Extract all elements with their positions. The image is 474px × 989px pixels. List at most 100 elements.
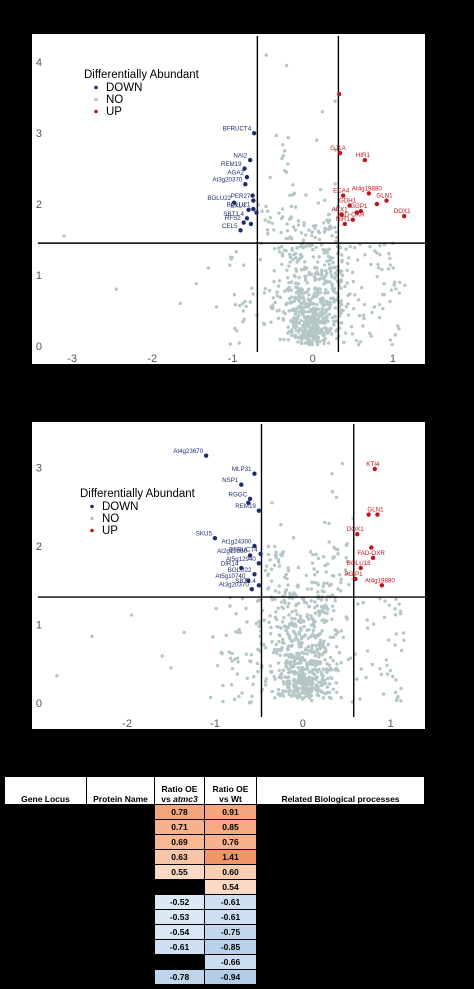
- no-point: [303, 648, 308, 652]
- no-point: [356, 602, 360, 606]
- legend-entry: NO: [102, 513, 119, 525]
- no-point: [317, 642, 321, 647]
- no-point: [263, 218, 267, 222]
- no-point: [338, 246, 343, 250]
- no-point: [294, 636, 299, 640]
- no-point: [320, 652, 324, 657]
- no-point: [331, 266, 336, 270]
- no-point: [345, 261, 350, 266]
- no-point: [206, 266, 211, 270]
- no-point: [283, 653, 287, 657]
- no-point: [278, 295, 283, 300]
- no-point: [271, 296, 275, 300]
- no-point: [317, 655, 321, 659]
- no-point: [296, 638, 300, 642]
- no-point: [264, 646, 268, 650]
- legend-marker: [90, 528, 94, 533]
- down-point: [246, 207, 251, 212]
- no-point: [387, 252, 391, 256]
- no-point: [333, 598, 337, 603]
- down-point-label: At5g12940: [226, 556, 256, 563]
- down-point-label: BGLU22: [207, 195, 231, 202]
- no-point: [394, 632, 399, 636]
- no-point: [365, 618, 369, 622]
- no-point: [393, 643, 397, 647]
- cell-ratio-wt: -0.61: [204, 909, 257, 925]
- no-point: [240, 301, 245, 306]
- no-point: [315, 270, 319, 274]
- no-point: [331, 261, 335, 265]
- no-point: [270, 689, 274, 694]
- table-row: 0.63 1.41: [4, 849, 425, 865]
- no-point: [275, 651, 279, 655]
- no-point: [386, 267, 391, 271]
- no-point: [286, 338, 291, 342]
- up-point: [355, 532, 360, 537]
- cell-protein-name: [86, 894, 155, 910]
- down-point-label: BFRUCT4: [229, 546, 258, 553]
- no-point: [310, 646, 314, 650]
- no-point: [289, 215, 293, 219]
- no-point: [274, 550, 278, 554]
- no-point: [265, 209, 270, 213]
- no-point: [334, 230, 338, 234]
- no-point: [305, 316, 309, 320]
- no-point: [294, 633, 298, 637]
- no-point: [316, 260, 320, 264]
- no-point: [283, 289, 287, 293]
- up-point: [372, 466, 378, 472]
- no-point: [277, 639, 281, 644]
- no-point: [323, 291, 327, 295]
- no-point: [267, 288, 272, 293]
- no-point: [281, 310, 286, 314]
- up-point-label: ECA4: [333, 188, 350, 195]
- no-point: [277, 246, 281, 250]
- no-point: [285, 229, 290, 233]
- no-point: [372, 305, 377, 309]
- down-point: [252, 572, 257, 577]
- no-point: [237, 627, 242, 632]
- no-point: [272, 563, 277, 567]
- no-point: [277, 668, 282, 673]
- no-point: [303, 233, 308, 237]
- no-point: [287, 309, 291, 313]
- up-point: [370, 555, 376, 560]
- no-point: [274, 555, 278, 560]
- no-point: [286, 566, 290, 570]
- no-point: [294, 602, 299, 607]
- x-tick-label: -1: [210, 718, 220, 729]
- down-point-label: MLP31: [232, 466, 252, 473]
- no-point: [325, 581, 329, 586]
- no-point: [276, 316, 281, 321]
- no-point: [333, 306, 338, 310]
- no-point: [320, 690, 325, 695]
- no-point: [277, 564, 282, 568]
- cell-ratio-atmc3: -0.53: [154, 909, 205, 925]
- legend-entry: DOWN: [102, 501, 138, 513]
- no-point: [284, 63, 289, 68]
- no-point: [323, 269, 328, 273]
- no-point: [278, 337, 282, 342]
- up-point-label: At4g19880: [365, 577, 395, 584]
- no-point: [339, 286, 343, 290]
- no-point: [294, 285, 298, 289]
- cell-ratio-wt: 0.60: [204, 864, 257, 880]
- no-point: [320, 678, 324, 683]
- ratio-atmc3-line2-italic: atmc3: [173, 794, 198, 804]
- no-point: [335, 662, 339, 666]
- no-point: [274, 642, 278, 647]
- no-point: [293, 334, 297, 338]
- no-point: [380, 292, 385, 297]
- no-point: [283, 661, 288, 666]
- no-point: [242, 317, 246, 322]
- no-point: [386, 638, 391, 642]
- no-point: [282, 682, 286, 686]
- no-point: [295, 246, 299, 250]
- no-point: [238, 630, 242, 635]
- no-point: [221, 683, 225, 688]
- cell-gene-locus: [4, 804, 87, 820]
- no-point: [178, 301, 183, 306]
- no-point: [373, 249, 377, 253]
- no-point: [294, 320, 299, 324]
